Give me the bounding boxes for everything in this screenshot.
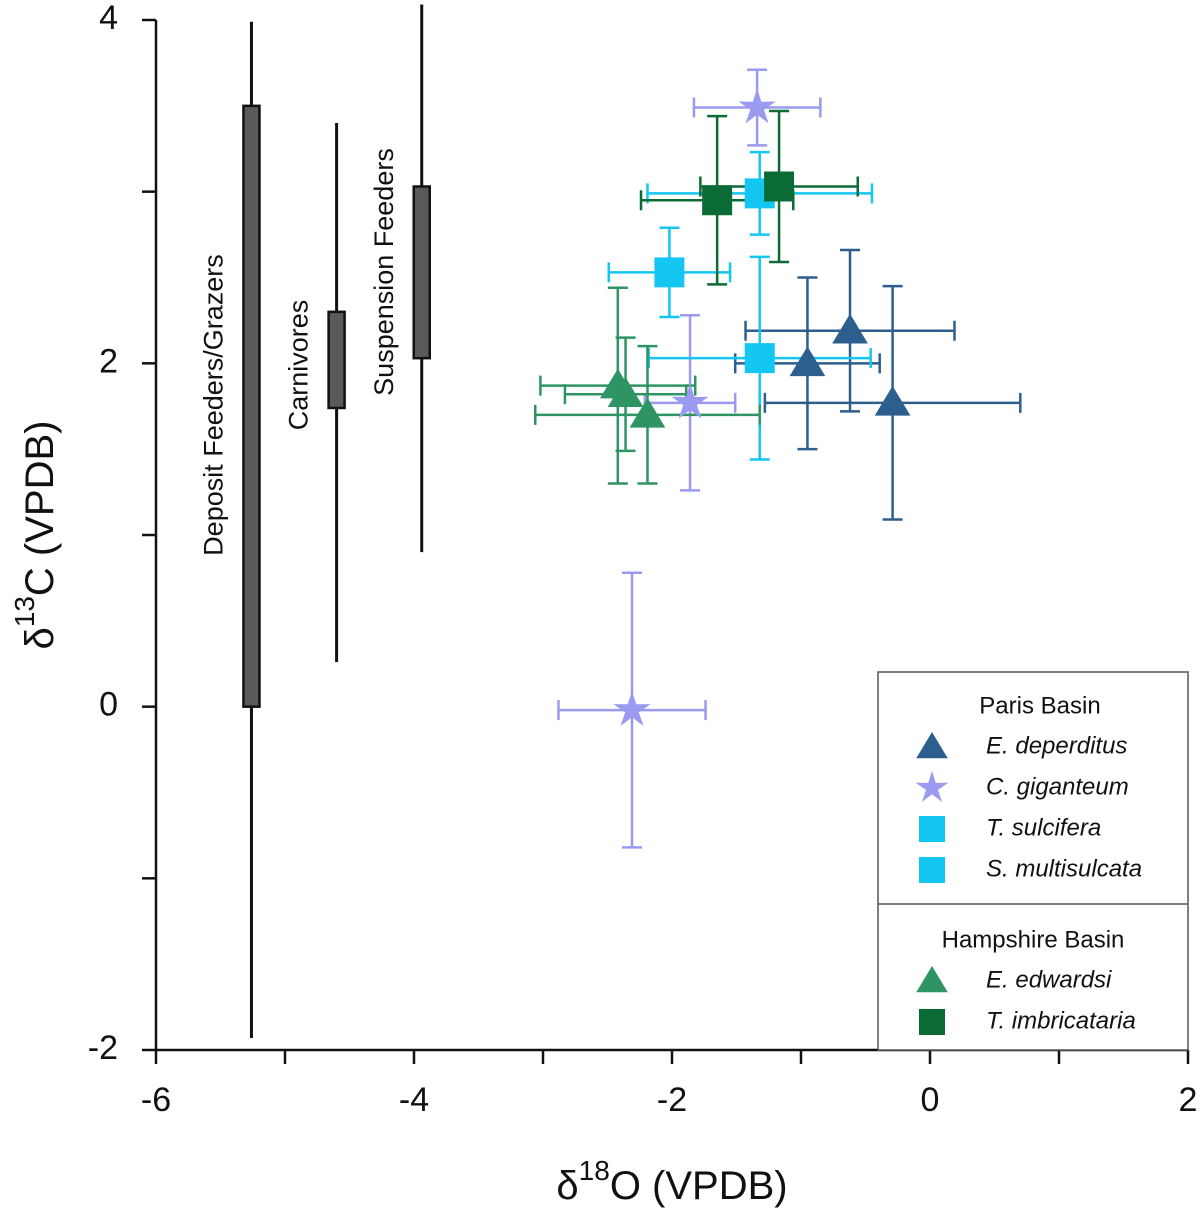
range-label: Deposit Feeders/Grazers bbox=[199, 254, 229, 556]
legend-label: C. giganteum bbox=[986, 773, 1129, 800]
x-tick-label: -2 bbox=[657, 1081, 687, 1119]
legend-marker bbox=[919, 816, 945, 842]
legend-marker bbox=[919, 1009, 945, 1035]
legend-marker bbox=[919, 857, 945, 883]
x-tick-label: 0 bbox=[921, 1081, 940, 1119]
x-axis-label: δ18O (VPDB) bbox=[556, 1155, 787, 1208]
point bbox=[874, 385, 911, 416]
y-axis-label: δ13C (VPDB) bbox=[9, 421, 62, 650]
point bbox=[607, 377, 644, 407]
point bbox=[702, 185, 733, 216]
legend-label: E. edwardsi bbox=[986, 966, 1112, 993]
y-tick-label: 2 bbox=[99, 342, 118, 380]
legend-marker bbox=[915, 770, 949, 802]
point bbox=[671, 383, 709, 419]
y-tick-label: -2 bbox=[88, 1029, 118, 1067]
x-tick-label: -4 bbox=[399, 1081, 429, 1119]
point bbox=[744, 343, 775, 374]
legend-marker bbox=[916, 732, 948, 759]
range-box bbox=[412, 185, 431, 360]
range-box bbox=[242, 104, 261, 708]
legend-label: T. sulcifera bbox=[986, 814, 1101, 841]
point bbox=[738, 88, 776, 124]
legend-marker bbox=[916, 966, 948, 993]
range-label: Suspension Feeders bbox=[369, 148, 399, 396]
point bbox=[832, 313, 868, 344]
legend-label: T. imbricataria bbox=[986, 1007, 1136, 1034]
range-box bbox=[327, 310, 346, 410]
legend-group-title: Hampshire Basin bbox=[942, 926, 1125, 953]
legend-label: S. multisulcata bbox=[986, 855, 1142, 882]
point bbox=[629, 397, 666, 428]
point bbox=[654, 257, 685, 288]
point bbox=[764, 171, 795, 202]
range-label: Carnivores bbox=[284, 300, 314, 431]
point bbox=[789, 346, 826, 377]
y-tick-label: 4 bbox=[99, 0, 118, 37]
legend-label: E. deperditus bbox=[986, 732, 1127, 759]
point bbox=[613, 690, 651, 726]
x-tick-label: -6 bbox=[141, 1081, 171, 1119]
x-tick-label: 2 bbox=[1179, 1081, 1198, 1119]
y-tick-label: 0 bbox=[99, 686, 118, 724]
legend-group-title: Paris Basin bbox=[979, 692, 1100, 719]
